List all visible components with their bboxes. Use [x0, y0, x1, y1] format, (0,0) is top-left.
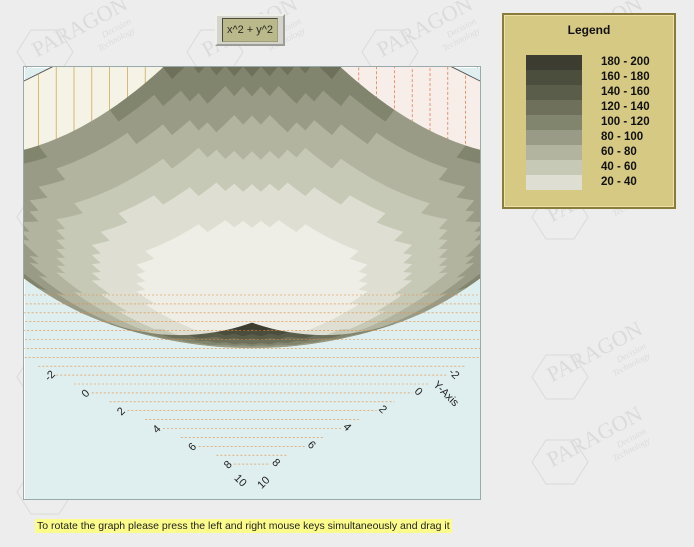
surface-cell [24, 234, 31, 242]
surface-cell [473, 250, 480, 257]
plot-panel[interactable]: -8-6-4-20246810-8-6-4-20246810-8-6-4-202… [23, 66, 481, 500]
x-tick-label: 2 [115, 405, 128, 418]
y-tick-label: -2 [446, 366, 461, 381]
legend-swatch [526, 145, 582, 160]
surface-cell [24, 181, 31, 190]
x-tick-label: 4 [151, 423, 164, 436]
surface-cell [473, 234, 480, 242]
x-tick-label: 8 [222, 459, 235, 472]
legend-swatch [526, 70, 582, 85]
surface-cell [473, 205, 480, 213]
x-tick-label: 2 [471, 67, 480, 70]
x-tick-label: 10 [255, 474, 272, 491]
y-tick-label: 2 [24, 67, 33, 70]
surface-cell [24, 193, 31, 202]
surface-cell [473, 154, 480, 165]
surface-cell [24, 215, 31, 223]
y-tick-label: 8 [269, 457, 282, 470]
legend-item: 160 - 180 [526, 70, 666, 85]
y-tick-label: 4 [341, 421, 354, 434]
legend-label: 120 - 140 [601, 101, 650, 113]
watermark-hexagon [531, 354, 589, 400]
legend-title: Legend [567, 23, 611, 37]
legend-swatch [526, 130, 582, 145]
legend-label: 60 - 80 [601, 146, 637, 158]
legend-item: 100 - 120 [526, 115, 666, 130]
legend-label: 180 - 200 [601, 56, 650, 68]
surface-cell [24, 225, 31, 233]
y-tick-label: 10 [232, 472, 249, 489]
surface-cell [474, 269, 480, 275]
legend-label: 160 - 180 [601, 71, 650, 83]
x-tick-label: 6 [186, 441, 199, 454]
y-tick-label: 6 [305, 439, 318, 452]
legend-swatch [526, 85, 582, 100]
y-tick-label: 0 [412, 385, 425, 398]
legend-item: 140 - 160 [526, 85, 666, 100]
legend-swatch [526, 175, 582, 190]
surface-cell [24, 168, 31, 178]
legend-item: 40 - 60 [526, 160, 666, 175]
x-tick-label: -2 [43, 368, 58, 383]
legend-item: 80 - 100 [526, 130, 666, 145]
legend-item: 20 - 40 [526, 175, 666, 190]
surface-cell [242, 322, 262, 330]
legend-panel: Legend 180 - 200 160 - 180 140 - 160 120 - … [502, 13, 676, 209]
surface-cell [473, 257, 480, 264]
surface-cell [473, 168, 480, 178]
surface-cell [24, 205, 31, 213]
legend-swatch [526, 160, 582, 175]
surface-cell [473, 193, 480, 202]
surface-cell [473, 225, 480, 233]
surface-cell [24, 154, 31, 165]
surface [24, 67, 480, 349]
surface-chart[interactable]: -8-6-4-20246810-8-6-4-20246810-8-6-4-202… [24, 67, 480, 499]
surface-cell [473, 215, 480, 223]
legend-label: 40 - 60 [601, 161, 637, 173]
legend-swatch [526, 100, 582, 115]
surface-cell [24, 257, 31, 264]
legend-item: 180 - 200 [526, 55, 666, 70]
floor-hatching [24, 294, 480, 465]
legend-item: 60 - 80 [526, 145, 666, 160]
legend-swatch [526, 55, 582, 70]
legend-label: 140 - 160 [601, 86, 650, 98]
legend-label: 100 - 120 [601, 116, 650, 128]
graph-title: x^2 + y^2 [221, 18, 279, 42]
legend-label: 20 - 40 [601, 176, 637, 188]
y-tick-label: 2 [376, 403, 389, 416]
x-tick-label: 0 [79, 387, 92, 400]
graph-title-button[interactable]: x^2 + y^2 [215, 14, 285, 46]
y-axis-label: Y-Axis [431, 379, 462, 410]
surface-cell [24, 250, 31, 257]
surface-cell [473, 181, 480, 190]
surface-cell [473, 243, 480, 250]
legend-label: 80 - 100 [601, 131, 644, 143]
surface-cell [24, 269, 30, 275]
legend-item: 120 - 140 [526, 100, 666, 115]
surface-cell [24, 243, 31, 250]
surface-cell [474, 273, 480, 279]
legend-swatch [526, 115, 582, 130]
rotate-instructions: To rotate the graph please press the lef… [35, 519, 452, 533]
watermark-hexagon [531, 439, 589, 485]
surface-cell [24, 273, 30, 279]
